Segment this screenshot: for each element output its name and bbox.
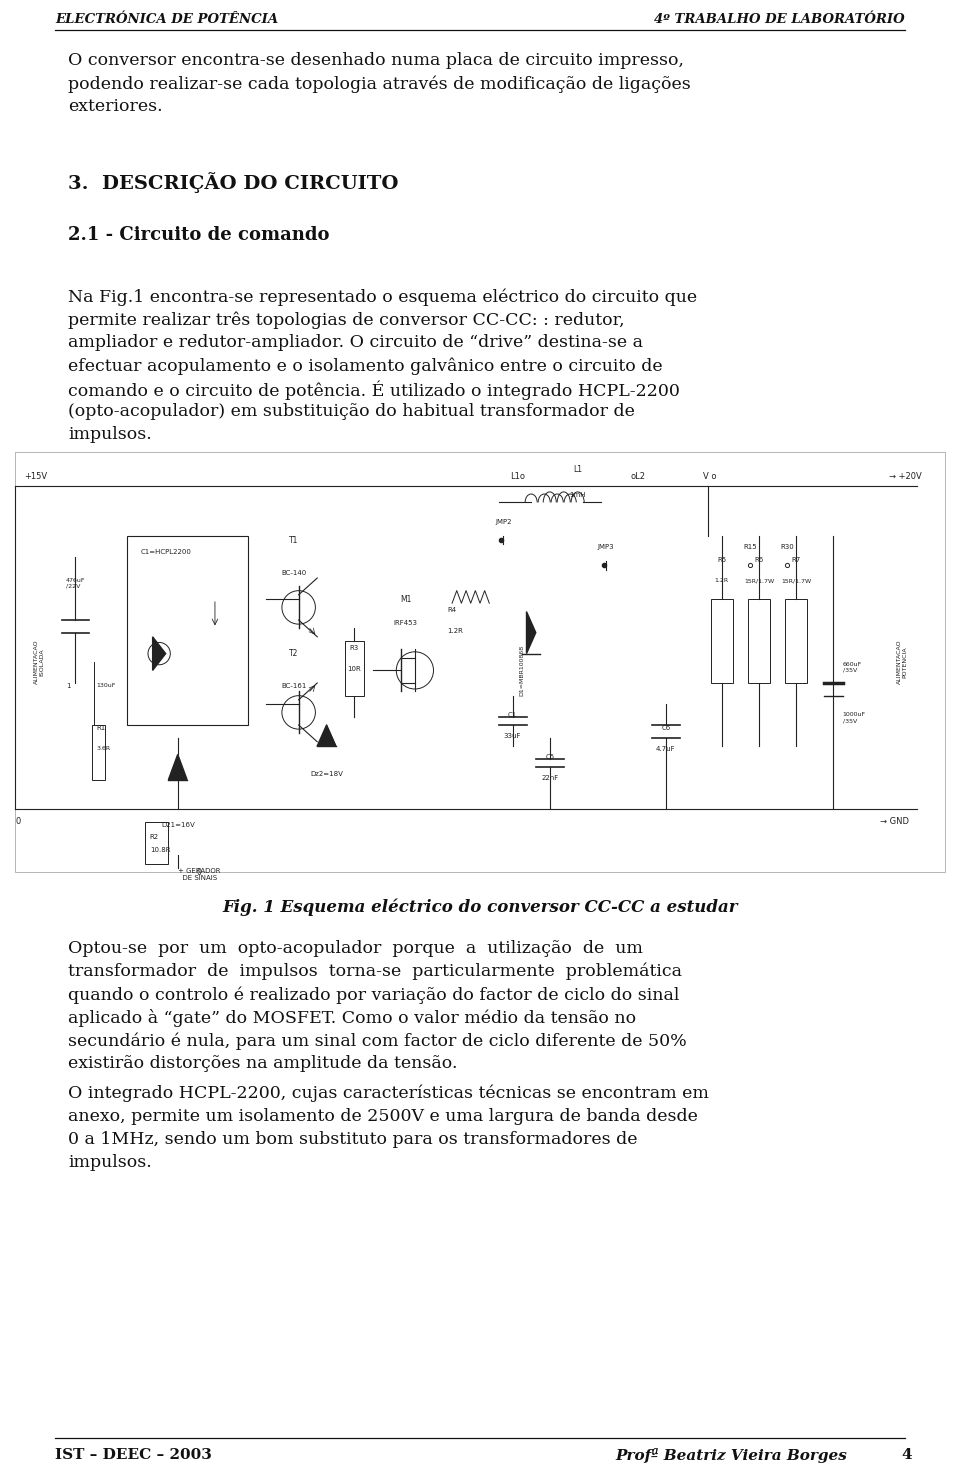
Text: Na Fig.1 encontra-se representado o esquema eléctrico do circuito que: Na Fig.1 encontra-se representado o esqu…: [68, 288, 697, 306]
Text: 22nF: 22nF: [541, 776, 559, 782]
Text: C1=HCPL2200: C1=HCPL2200: [140, 548, 191, 555]
Bar: [92, 726, 106, 780]
Text: 3.6R: 3.6R: [97, 746, 111, 751]
Text: O conversor encontra-se desenhado numa placa de circuito impresso,: O conversor encontra-se desenhado numa p…: [68, 51, 684, 69]
Text: efectuar acopulamento e o isolamento galvânico entre o circuito de: efectuar acopulamento e o isolamento gal…: [68, 357, 662, 375]
Text: R3: R3: [349, 645, 359, 651]
Text: C1: C1: [508, 712, 517, 718]
Text: T2: T2: [289, 649, 299, 658]
Text: IRF453: IRF453: [394, 620, 418, 626]
Text: +15V: +15V: [24, 473, 47, 482]
Text: anexo, permite um isolamento de 2500V e uma largura de banda desde: anexo, permite um isolamento de 2500V e …: [68, 1108, 698, 1125]
Bar: [127, 536, 248, 726]
Text: aplicado à “gate” do MOSFET. Como o valor médio da tensão no: aplicado à “gate” do MOSFET. Como o valo…: [68, 1009, 636, 1027]
Text: IST – DEEC – 2003: IST – DEEC – 2003: [55, 1448, 212, 1462]
Text: quando o controlo é realizado por variação do factor de ciclo do sinal: quando o controlo é realizado por variaç…: [68, 986, 680, 1003]
Text: BC-140: BC-140: [281, 570, 306, 576]
Bar: [15, 452, 945, 873]
Text: Fig. 1 Esquema eléctrico do conversor CC-CC a estudar: Fig. 1 Esquema eléctrico do conversor CC…: [223, 898, 737, 915]
Text: podendo realizar-se cada topologia através de modificação de ligações: podendo realizar-se cada topologia atrav…: [68, 75, 691, 93]
Text: 1.2R: 1.2R: [447, 629, 464, 635]
Text: 2.1 - Circuito de comando: 2.1 - Circuito de comando: [68, 226, 329, 244]
Text: R5: R5: [717, 557, 727, 563]
Text: O integrado HCPL-2200, cujas características técnicas se encontram em: O integrado HCPL-2200, cujas característ…: [68, 1086, 708, 1103]
Text: R1: R1: [97, 726, 107, 732]
Polygon shape: [153, 636, 166, 670]
Text: D1=MBR100868: D1=MBR100868: [519, 645, 524, 696]
Text: V o: V o: [703, 473, 717, 482]
Text: oL2: oL2: [631, 473, 645, 482]
Text: 130uF: 130uF: [97, 683, 116, 687]
Bar: [346, 640, 364, 696]
Text: T1: T1: [289, 536, 299, 545]
Text: secundário é nula, para um sinal com factor de ciclo diferente de 50%: secundário é nula, para um sinal com fac…: [68, 1033, 686, 1049]
Bar: [748, 599, 770, 683]
Text: R7: R7: [792, 557, 801, 563]
Polygon shape: [168, 755, 187, 780]
Text: 15R/1.7W: 15R/1.7W: [781, 577, 811, 583]
Text: R15: R15: [743, 545, 756, 551]
Text: ALIMENTACAO
ISOLADA: ALIMENTACAO ISOLADA: [34, 639, 44, 685]
Text: → GND: → GND: [880, 817, 909, 827]
Text: M1: M1: [400, 595, 411, 604]
Bar: [145, 821, 168, 864]
Polygon shape: [317, 726, 336, 746]
Text: R4: R4: [447, 607, 457, 614]
Text: 0: 0: [197, 868, 202, 877]
Text: 4: 4: [901, 1448, 912, 1462]
Text: permite realizar três topologias de conversor CC-CC: : redutor,: permite realizar três topologias de conv…: [68, 311, 625, 329]
Text: comando e o circuito de potência. É utilizado o integrado HCPL-2200: comando e o circuito de potência. É util…: [68, 380, 680, 400]
Polygon shape: [526, 611, 536, 654]
Text: JMP3: JMP3: [597, 545, 613, 551]
Text: 476uF
/22V: 476uF /22V: [66, 577, 85, 589]
Text: JMP2: JMP2: [495, 519, 512, 526]
Text: 0 a 1MHz, sendo um bom substituto para os transformadores de: 0 a 1MHz, sendo um bom substituto para o…: [68, 1131, 637, 1147]
Text: ALIMENTACAO
POTENCIA: ALIMENTACAO POTENCIA: [897, 639, 908, 685]
Text: 4.7uF: 4.7uF: [657, 746, 676, 752]
Text: + GERADOR
  DE SINAIS: + GERADOR DE SINAIS: [178, 868, 220, 881]
Text: exteriores.: exteriores.: [68, 98, 162, 115]
Text: 15R/1.7W: 15R/1.7W: [744, 577, 774, 583]
Text: R2: R2: [150, 834, 159, 840]
Text: Profª Beatriz Vieira Borges: Profª Beatriz Vieira Borges: [615, 1448, 847, 1463]
Text: → +20V: → +20V: [889, 473, 922, 482]
Text: transformador  de  impulsos  torna-se  particularmente  problemática: transformador de impulsos torna-se parti…: [68, 964, 682, 980]
Text: impulsos.: impulsos.: [68, 1155, 152, 1171]
Text: existirão distorções na amplitude da tensão.: existirão distorções na amplitude da ten…: [68, 1055, 458, 1072]
Text: impulsos.: impulsos.: [68, 426, 152, 444]
Text: 0: 0: [15, 817, 20, 827]
Text: 10.8R: 10.8R: [150, 846, 170, 853]
Text: 660uF
/35V: 660uF /35V: [843, 663, 862, 673]
Text: C5: C5: [545, 755, 554, 761]
Text: L1o: L1o: [510, 473, 525, 482]
Text: R30: R30: [780, 545, 794, 551]
Text: Dz2=18V: Dz2=18V: [310, 771, 343, 777]
Text: 1.2R: 1.2R: [715, 577, 729, 583]
Text: 4º TRABALHO DE LABORATÓRIO: 4º TRABALHO DE LABORATÓRIO: [655, 13, 905, 26]
Text: 1: 1: [66, 683, 71, 689]
Text: (opto-acopulador) em substituição do habitual transformador de: (opto-acopulador) em substituição do hab…: [68, 403, 635, 420]
Text: ELECTRÓNICA DE POTÊNCIA: ELECTRÓNICA DE POTÊNCIA: [55, 13, 278, 26]
Bar: [785, 599, 807, 683]
Text: 3.  DESCRIÇÃO DO CIRCUITO: 3. DESCRIÇÃO DO CIRCUITO: [68, 172, 398, 192]
Text: 33uF: 33uF: [504, 733, 521, 739]
Text: 1000uF
/35V: 1000uF /35V: [843, 712, 866, 723]
Text: 10R: 10R: [348, 667, 361, 673]
Text: D21=16V: D21=16V: [161, 821, 195, 827]
Text: Optou-se  por  um  opto-acopulador  porque  a  utilização  de  um: Optou-se por um opto-acopulador porque a…: [68, 940, 643, 956]
Text: L1: L1: [573, 464, 582, 473]
Text: C6: C6: [661, 726, 671, 732]
Bar: [710, 599, 733, 683]
Text: ampliador e redutor-ampliador. O circuito de “drive” destina-se a: ampliador e redutor-ampliador. O circuit…: [68, 333, 643, 351]
Text: BC-161: BC-161: [281, 683, 306, 689]
Text: R6: R6: [755, 557, 763, 563]
Text: 1mH: 1mH: [569, 492, 586, 498]
